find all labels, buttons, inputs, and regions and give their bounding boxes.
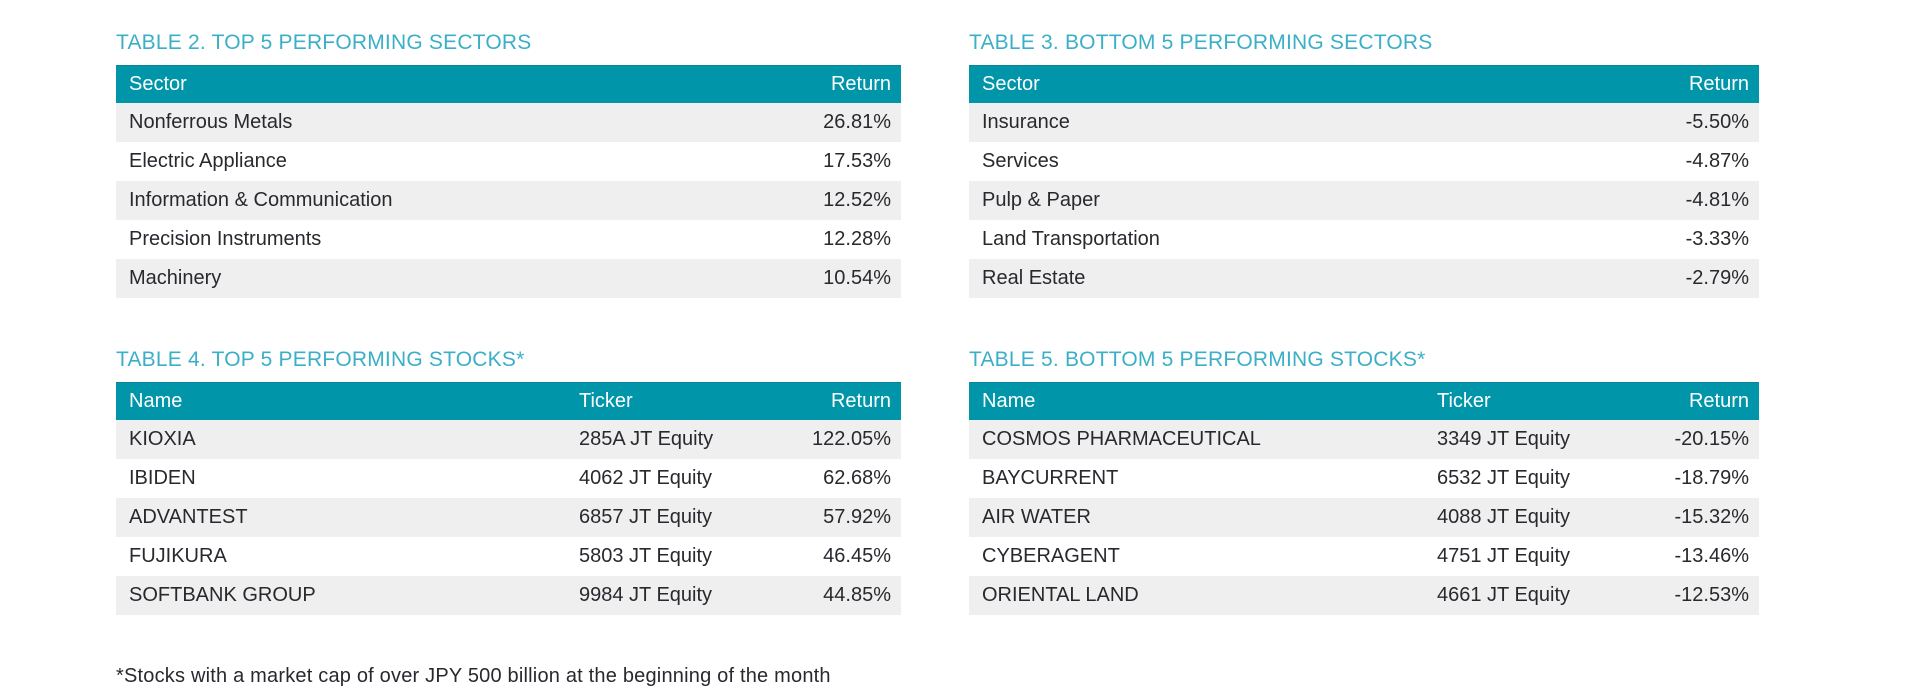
cell-return: 12.52% bbox=[823, 189, 891, 211]
table-row: Electric Appliance 17.53% bbox=[116, 142, 901, 181]
column-header-name: Name bbox=[969, 382, 1424, 420]
cell-name: IBIDEN bbox=[129, 467, 196, 489]
header-row: Name Ticker Return bbox=[116, 382, 901, 420]
cell-sector: Machinery bbox=[129, 267, 222, 289]
table-title-bottom-stocks: TABLE 5. BOTTOM 5 PERFORMING STOCKS* bbox=[969, 348, 1426, 371]
cell-name: FUJIKURA bbox=[129, 545, 227, 567]
table-row: Precision Instruments 12.28% bbox=[116, 220, 901, 259]
cell-sector: Information & Communication bbox=[129, 189, 393, 211]
cell-return: -13.46% bbox=[1674, 545, 1750, 567]
cell-ticker: 3349 JT Equity bbox=[1437, 428, 1571, 450]
cell-return: 62.68% bbox=[823, 467, 891, 489]
table-title-top-sectors: TABLE 2. TOP 5 PERFORMING SECTORS bbox=[116, 31, 532, 54]
cell-ticker: 4661 JT Equity bbox=[1437, 584, 1571, 606]
cell-ticker: 285A JT Equity bbox=[579, 428, 714, 450]
cell-return: 12.28% bbox=[823, 228, 891, 250]
column-header-ticker: Ticker bbox=[566, 382, 766, 420]
cell-name: AIR WATER bbox=[982, 506, 1091, 528]
cell-ticker: 9984 JT Equity bbox=[579, 584, 713, 606]
cell-ticker: 6857 JT Equity bbox=[579, 506, 713, 528]
cell-return: -18.79% bbox=[1674, 467, 1750, 489]
cell-sector: Nonferrous Metals bbox=[129, 111, 293, 133]
table-row: ADVANTEST 6857 JT Equity 57.92% bbox=[116, 498, 901, 537]
table-row: CYBERAGENT 4751 JT Equity -13.46% bbox=[969, 537, 1759, 576]
tables-grid: TABLE 2. TOP 5 PERFORMING SECTORS Sector… bbox=[116, 30, 1920, 615]
cell-return: -20.15% bbox=[1674, 428, 1750, 450]
column-header-return: Return bbox=[766, 382, 901, 420]
cell-return: 17.53% bbox=[823, 150, 891, 172]
column-header-sector: Sector bbox=[969, 65, 1616, 103]
column-header-return: Return bbox=[758, 65, 901, 103]
table-row: SOFTBANK GROUP 9984 JT Equity 44.85% bbox=[116, 576, 901, 615]
cell-name: ADVANTEST bbox=[129, 506, 248, 528]
table-row: Land Transportation -3.33% bbox=[969, 220, 1759, 259]
table-bottom-stocks: Name Ticker Return COSMOS PHARMACEUTICAL 334… bbox=[969, 382, 1759, 615]
cell-name: SOFTBANK GROUP bbox=[129, 584, 316, 606]
cell-ticker: 4088 JT Equity bbox=[1437, 506, 1571, 528]
header-row: Name Ticker Return bbox=[969, 382, 1759, 420]
table-row: ORIENTAL LAND 4661 JT Equity -12.53% bbox=[969, 576, 1759, 615]
cell-name: BAYCURRENT bbox=[982, 467, 1119, 489]
cell-name: ORIENTAL LAND bbox=[982, 584, 1139, 606]
cell-ticker: 4062 JT Equity bbox=[579, 467, 713, 489]
cell-name: COSMOS PHARMACEUTICAL bbox=[982, 428, 1261, 450]
table-row: Nonferrous Metals 26.81% bbox=[116, 103, 901, 142]
cell-return: -15.32% bbox=[1674, 506, 1750, 528]
table-row: IBIDEN 4062 JT Equity 62.68% bbox=[116, 459, 901, 498]
cell-return: 122.05% bbox=[812, 428, 891, 450]
table-row: KIOXIA 285A JT Equity 122.05% bbox=[116, 420, 901, 459]
column-header-ticker: Ticker bbox=[1424, 382, 1624, 420]
table-block-bottom-sectors: TABLE 3. BOTTOM 5 PERFORMING SECTORS Sec… bbox=[969, 30, 1759, 298]
table-row: COSMOS PHARMACEUTICAL 3349 JT Equity -20.1… bbox=[969, 420, 1759, 459]
cell-sector: Electric Appliance bbox=[129, 150, 287, 172]
column-header-return: Return bbox=[1624, 382, 1759, 420]
table-title-top-stocks: TABLE 4. TOP 5 PERFORMING STOCKS* bbox=[116, 348, 525, 371]
table-row: Information & Communication 12.52% bbox=[116, 181, 901, 220]
table-block-bottom-stocks: TABLE 5. BOTTOM 5 PERFORMING STOCKS* Nam… bbox=[969, 347, 1759, 615]
cell-return: -4.87% bbox=[1685, 150, 1749, 172]
cell-return: -2.79% bbox=[1685, 267, 1749, 289]
cell-return: -5.50% bbox=[1685, 111, 1749, 133]
cell-name: KIOXIA bbox=[129, 428, 196, 450]
cell-ticker: 5803 JT Equity bbox=[579, 545, 713, 567]
cell-sector: Precision Instruments bbox=[129, 228, 322, 250]
footnote: *Stocks with a market cap of over JPY 50… bbox=[116, 665, 831, 687]
cell-sector: Real Estate bbox=[982, 267, 1086, 289]
table-title-bottom-sectors: TABLE 3. BOTTOM 5 PERFORMING SECTORS bbox=[969, 31, 1433, 54]
table-row: FUJIKURA 5803 JT Equity 46.45% bbox=[116, 537, 901, 576]
table-row: Real Estate -2.79% bbox=[969, 259, 1759, 298]
cell-ticker: 6532 JT Equity bbox=[1437, 467, 1571, 489]
cell-sector: Pulp & Paper bbox=[982, 189, 1100, 211]
cell-sector: Land Transportation bbox=[982, 228, 1160, 250]
header-row: Sector Return bbox=[116, 65, 901, 103]
cell-return: -4.81% bbox=[1685, 189, 1749, 211]
table-row: BAYCURRENT 6532 JT Equity -18.79% bbox=[969, 459, 1759, 498]
table-block-top-sectors: TABLE 2. TOP 5 PERFORMING SECTORS Sector… bbox=[116, 30, 901, 298]
cell-sector: Insurance bbox=[982, 111, 1070, 133]
header-row: Sector Return bbox=[969, 65, 1759, 103]
table-row: Machinery 10.54% bbox=[116, 259, 901, 298]
table-row: AIR WATER 4088 JT Equity -15.32% bbox=[969, 498, 1759, 537]
table-top-stocks: Name Ticker Return KIOXIA 285A JT Equity 122.… bbox=[116, 382, 901, 615]
cell-return: -3.33% bbox=[1685, 228, 1749, 250]
cell-name: CYBERAGENT bbox=[982, 545, 1120, 567]
cell-return: 26.81% bbox=[823, 111, 891, 133]
cell-return: 57.92% bbox=[823, 506, 891, 528]
cell-ticker: 4751 JT Equity bbox=[1437, 545, 1571, 567]
table-row: Insurance -5.50% bbox=[969, 103, 1759, 142]
column-header-return: Return bbox=[1616, 65, 1759, 103]
cell-return: -12.53% bbox=[1674, 584, 1750, 606]
table-block-top-stocks: TABLE 4. TOP 5 PERFORMING STOCKS* Name Ti… bbox=[116, 347, 901, 615]
column-header-sector: Sector bbox=[116, 65, 758, 103]
table-bottom-sectors: Sector Return Insurance -5.50% Services -4.87… bbox=[969, 65, 1759, 298]
cell-return: 44.85% bbox=[823, 584, 891, 606]
cell-return: 46.45% bbox=[823, 545, 891, 567]
cell-sector: Services bbox=[982, 150, 1059, 172]
table-row: Services -4.87% bbox=[969, 142, 1759, 181]
table-top-sectors: Sector Return Nonferrous Metals 26.81% Elect… bbox=[116, 65, 901, 298]
cell-return: 10.54% bbox=[823, 267, 891, 289]
column-header-name: Name bbox=[116, 382, 566, 420]
table-row: Pulp & Paper -4.81% bbox=[969, 181, 1759, 220]
